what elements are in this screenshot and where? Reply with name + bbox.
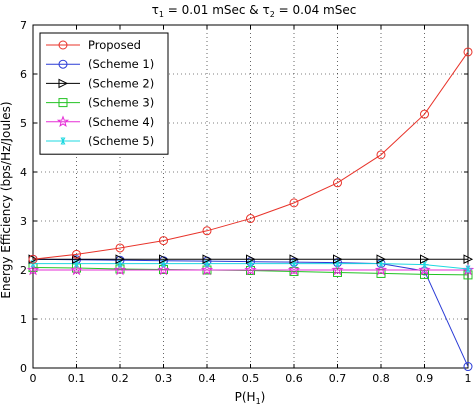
legend-label: (Scheme 3) xyxy=(88,96,154,110)
data-point xyxy=(70,263,83,276)
data-point xyxy=(376,268,386,278)
data-point xyxy=(72,254,82,265)
data-point xyxy=(333,178,342,188)
y-tick-label: 4 xyxy=(20,166,27,179)
legend-item: (Scheme 2) xyxy=(46,76,154,90)
data-point xyxy=(157,263,170,276)
data-point xyxy=(463,254,474,265)
legend-item: (Scheme 4) xyxy=(46,115,154,129)
x-tick-label: 0.2 xyxy=(111,372,129,385)
x-tick-label: 0.4 xyxy=(198,372,216,385)
data-point xyxy=(113,263,127,276)
legend-label: (Scheme 5) xyxy=(88,134,154,148)
x-tick-label: 0.1 xyxy=(68,372,86,385)
data-point xyxy=(115,254,126,265)
data-point xyxy=(463,47,473,57)
x-tick-label: 0.9 xyxy=(416,372,434,385)
x-tick-label: 0.3 xyxy=(155,372,173,385)
data-point xyxy=(26,263,40,276)
data-point xyxy=(244,263,257,276)
data-point xyxy=(464,265,472,274)
legend-marker xyxy=(58,78,69,89)
legend-item: (Scheme 5) xyxy=(46,134,154,148)
legend-marker xyxy=(59,137,67,145)
data-point xyxy=(374,263,388,276)
x-tick-label: 0 xyxy=(30,372,37,385)
data-point xyxy=(287,263,301,276)
y-tick-label: 2 xyxy=(20,264,27,277)
legend-box xyxy=(39,32,169,155)
data-point xyxy=(420,109,429,119)
data-point xyxy=(200,263,214,276)
y-axis-label: Energy Efficiency (bps/Hz/Joules) xyxy=(0,101,13,298)
data-point xyxy=(246,214,255,224)
legend-marker xyxy=(58,98,68,108)
y-tick-label: 6 xyxy=(20,68,27,81)
data-point xyxy=(420,254,430,265)
series-0 xyxy=(28,47,473,264)
legend-label: (Scheme 4) xyxy=(88,115,154,129)
y-tick-label: 5 xyxy=(20,117,27,130)
data-point xyxy=(202,254,213,265)
legend-label: (Scheme 2) xyxy=(88,76,154,90)
series-5 xyxy=(29,259,472,274)
series-2 xyxy=(28,254,474,265)
legend-marker xyxy=(58,59,68,69)
data-point xyxy=(72,249,81,259)
data-point xyxy=(203,259,211,268)
data-point xyxy=(159,236,168,246)
y-tick-label: 7 xyxy=(20,19,27,32)
data-point xyxy=(418,263,431,276)
data-point xyxy=(376,254,387,265)
data-point xyxy=(463,362,473,372)
chart-title: τ1 = 0.01 mSec & τ2 = 0.04 mSec xyxy=(152,3,357,19)
legend-item: (Scheme 3) xyxy=(46,96,154,110)
legend-marker xyxy=(58,40,68,50)
data-point xyxy=(28,254,38,264)
x-tick-label: 1 xyxy=(465,372,472,385)
data-point xyxy=(202,226,212,236)
legend-label: Proposed xyxy=(88,38,141,52)
legend-item: (Scheme 1) xyxy=(46,57,154,71)
legend-item: Proposed xyxy=(46,38,141,52)
legend-label: (Scheme 1) xyxy=(88,57,154,71)
y-tick-label: 1 xyxy=(20,313,27,326)
data-point xyxy=(331,263,344,276)
x-tick-label: 0.7 xyxy=(329,372,347,385)
data-point xyxy=(333,254,343,265)
data-point xyxy=(333,267,342,277)
y-tick-label: 3 xyxy=(20,215,27,228)
y-tick-label: 0 xyxy=(20,362,27,375)
x-tick-label: 0.5 xyxy=(242,372,260,385)
data-point xyxy=(159,254,169,265)
legend: Proposed (Scheme 1) (Scheme 2) (Scheme 3) (S… xyxy=(39,32,169,155)
data-point xyxy=(115,243,125,253)
x-tick-label: 0.6 xyxy=(285,372,303,385)
legend-marker xyxy=(56,115,70,128)
x-tick-label: 0.8 xyxy=(372,372,390,385)
x-axis-label: P(H1) xyxy=(235,390,266,406)
data-point xyxy=(376,150,386,160)
data-point xyxy=(246,254,256,265)
data-point xyxy=(116,259,124,268)
series-line xyxy=(32,51,469,260)
data-point xyxy=(289,198,299,208)
data-point xyxy=(289,254,300,265)
